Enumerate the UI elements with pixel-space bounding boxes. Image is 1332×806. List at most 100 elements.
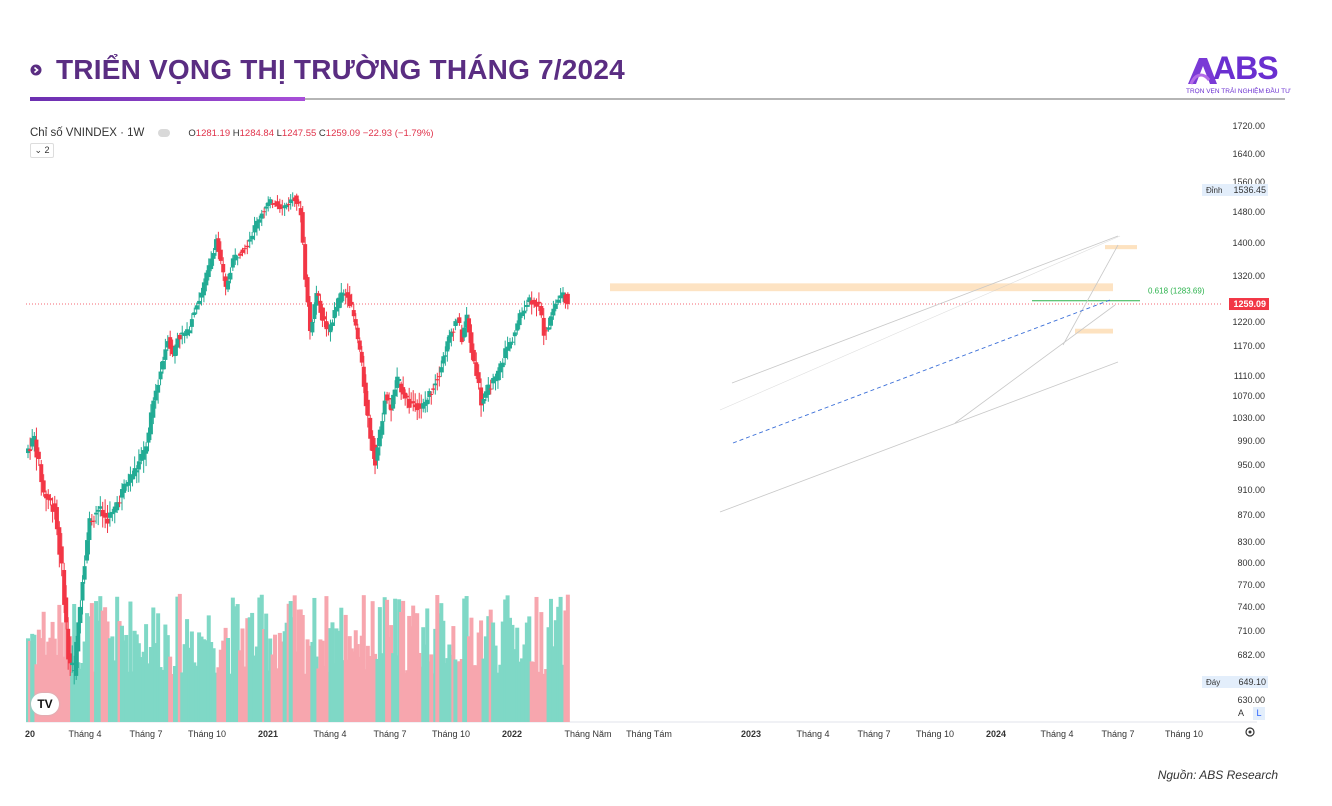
candle-body (185, 329, 190, 336)
candle-body (275, 201, 280, 207)
x-tick-label: 2021 (258, 729, 278, 739)
candle-body (508, 342, 512, 349)
volume-bar (546, 627, 551, 722)
volume-bar (292, 595, 297, 722)
y-tick-label: 1220.00 (1232, 317, 1265, 327)
candle-body (462, 327, 467, 338)
gear-icon[interactable] (1244, 726, 1256, 738)
y-tick-label: 1070.00 (1232, 391, 1265, 401)
volume-bar (259, 594, 264, 722)
candle-body (431, 388, 436, 390)
last-price-badge (1229, 298, 1269, 311)
source-note: Nguồn: ABS Research (1157, 768, 1278, 782)
candle-body (375, 447, 380, 461)
candle-body (98, 506, 103, 509)
candle-body (441, 356, 446, 364)
candle-body (213, 239, 218, 251)
volume-bar (218, 649, 223, 722)
candle-body (126, 481, 131, 486)
eye-icon[interactable] (158, 129, 171, 137)
volume-bar (459, 658, 464, 722)
candle-body (548, 316, 553, 326)
candle-body (532, 299, 537, 305)
x-tick-label: Tháng 4 (68, 729, 101, 739)
volume-bar (68, 636, 73, 722)
logo-text: ABS (1213, 50, 1279, 86)
volume-bar (322, 666, 327, 722)
y-tick-label: 1110.00 (1234, 371, 1265, 381)
candle-body (223, 276, 228, 287)
candle-body (192, 312, 197, 316)
volume-bar (399, 612, 404, 722)
auto-scale-button[interactable]: A (1237, 708, 1244, 718)
x-tick-label: 20 (25, 729, 35, 739)
candle-body (204, 272, 209, 286)
bottom-value: 649.10 (1238, 677, 1266, 687)
candle-body (216, 238, 221, 252)
volume-bar (330, 622, 335, 722)
volume-bar (266, 670, 271, 722)
tradingview-logo[interactable]: TV (31, 693, 59, 715)
y-tick-label: 770.00 (1237, 580, 1265, 590)
candle-body (250, 235, 255, 240)
channel-mid-line (719, 235, 1121, 411)
volume-bar (334, 628, 339, 722)
volume-bar (522, 644, 527, 722)
volume-bar (441, 620, 446, 722)
volume-bar (429, 654, 434, 722)
volume-bar (52, 638, 57, 722)
volume-bar (110, 636, 115, 722)
volume-bar (146, 663, 151, 722)
volume-bar (48, 637, 53, 722)
volume-bar (223, 627, 228, 722)
candle-body (467, 318, 472, 333)
volume-bar (359, 635, 364, 722)
candle-body (391, 394, 396, 409)
volume-bar (277, 632, 282, 722)
y-tick-label: 1720.00 (1232, 121, 1265, 131)
trend-line-1 (954, 304, 1116, 424)
volume-bar (233, 606, 238, 722)
channel-lower-line (719, 361, 1119, 513)
x-tick-label: Tháng 4 (796, 729, 829, 739)
log-scale-button[interactable]: L (1253, 707, 1265, 720)
volume-bar (453, 659, 458, 722)
candle-body (151, 400, 156, 418)
volume-bar (185, 619, 190, 722)
candle-body (32, 435, 37, 444)
candle-body (397, 378, 402, 381)
volume-bar (425, 608, 430, 722)
volume-bar (505, 595, 510, 722)
volume-bar (457, 661, 462, 722)
y-tick-label: 710.00 (1237, 626, 1265, 636)
volume-bar (305, 639, 310, 722)
candle-body (39, 464, 44, 483)
candle-body (85, 540, 90, 561)
y-tick-label: 682.00 (1237, 650, 1265, 660)
volume-bar (141, 651, 146, 722)
volume-bar (318, 639, 323, 722)
candle-body (153, 390, 158, 401)
candle-body (91, 520, 96, 522)
volume-bar (349, 648, 354, 722)
candle-body (52, 503, 57, 512)
candle-body (474, 362, 479, 376)
candle-body (357, 340, 362, 350)
volume-bar (288, 601, 293, 722)
volume-bar (341, 660, 346, 722)
candle-body (330, 322, 335, 326)
candle-body (119, 489, 124, 498)
collapse-indicators-button[interactable]: ⌄ 2 (30, 143, 54, 158)
candle-body (168, 337, 173, 349)
candle-body (59, 546, 64, 564)
volume-bar (87, 616, 92, 722)
legend-symbol[interactable]: Chỉ số VNINDEX · 1W (30, 127, 145, 139)
volume-bar (201, 639, 206, 722)
y-tick-label: 1640.00 (1232, 149, 1265, 159)
candle-body (209, 258, 214, 270)
volume-bar (417, 652, 422, 722)
candle-body (115, 502, 120, 511)
x-tick-label: Tháng 10 (1165, 729, 1203, 739)
candle-body (117, 502, 122, 504)
candle-body (259, 213, 264, 219)
